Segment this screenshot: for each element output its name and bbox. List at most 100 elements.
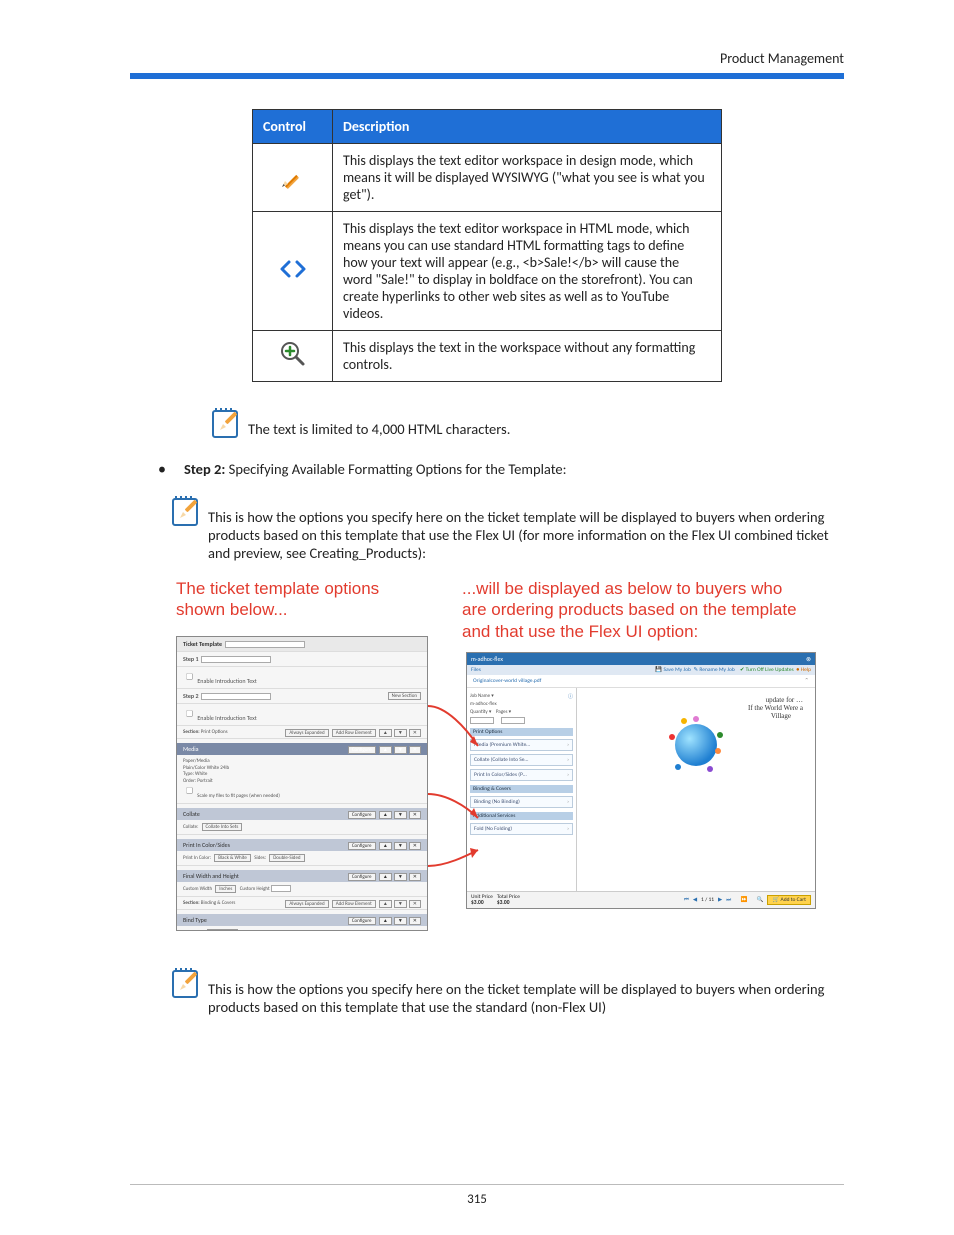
option-fold[interactable]: Fold (No Folding)› <box>470 823 573 835</box>
globe-illustration <box>675 724 717 766</box>
pages-label: Pages <box>496 709 508 715</box>
description-cell: This displays the text editor workspace … <box>333 212 722 331</box>
info-icon[interactable]: ⓘ <box>568 693 573 700</box>
configure-button[interactable]: Configure <box>348 873 376 881</box>
note-nonflex-ui: This is how the options you specify here… <box>170 966 834 1016</box>
field-label: Collate <box>183 824 197 830</box>
fast-fwd-icon[interactable]: ⏩ <box>740 897 747 903</box>
zoom-plus-icon <box>279 340 307 368</box>
up-icon[interactable]: ▲ <box>379 746 392 754</box>
page-number: 315 <box>0 1192 954 1207</box>
job-name-label: Job Name <box>470 693 490 699</box>
option-media[interactable]: Media (Premium White…› <box>470 739 573 751</box>
up-icon[interactable]: ▲ <box>379 729 392 737</box>
additional-services-header: Additional Services <box>470 812 573 820</box>
field-value: Order: Portrait <box>183 778 213 784</box>
down-icon[interactable]: ▼ <box>394 746 407 754</box>
field-label: Custom Width <box>183 886 212 892</box>
header-section-label: Product Management <box>130 50 844 67</box>
description-cell: This displays the text in the workspace … <box>333 331 722 382</box>
tt-step1-input[interactable] <box>201 656 271 663</box>
note-char-limit: The text is limited to 4,000 HTML charac… <box>210 406 844 444</box>
table-row: This displays the text editor workspace … <box>253 212 722 331</box>
tt-name-input[interactable] <box>225 641 305 648</box>
field-value: Type: White <box>183 771 207 777</box>
col-header-control: Control <box>253 110 333 144</box>
rename-my-job-link[interactable]: ✎ Rename My Job <box>693 667 734 673</box>
quantity-input[interactable] <box>470 717 494 724</box>
enable-intro-label-2: Enable Introduction Text <box>197 714 256 722</box>
next-page-icon[interactable]: ▶ <box>718 897 722 903</box>
notepad-pencil-icon <box>170 966 204 1004</box>
screenshot-area: The ticket template options shown below.… <box>176 578 816 948</box>
last-page-icon[interactable]: ⏭ <box>726 897 731 904</box>
field-label: Custom Height <box>240 886 270 892</box>
section-color-sides: Print In Color/SidesConfigure ▲▼✕ <box>177 839 427 851</box>
live-updates-toggle[interactable]: ✔ Turn Off Live Updates <box>740 667 794 673</box>
preview-text-2: If the World Were a <box>589 704 803 712</box>
scale-files-checkbox[interactable] <box>186 787 193 794</box>
add-row-button[interactable]: Add Row Element <box>332 729 376 737</box>
sides-select[interactable]: Double-Sided <box>269 854 304 862</box>
first-page-icon[interactable]: ⏮ <box>684 897 689 904</box>
visibility-select[interactable]: Always Expanded <box>285 729 328 737</box>
bullet-dot: • <box>158 460 166 480</box>
tt-step2-input[interactable] <box>201 693 271 700</box>
down-icon[interactable]: ▼ <box>394 729 407 737</box>
flex-left-column: Job Name ▾ ⓘ m-adhoc-flex Quantity ▾ Pag… <box>467 688 577 901</box>
screenshot-caption-left: The ticket template options shown below.… <box>176 578 426 621</box>
add-to-cart-button[interactable]: 🛒 Add to Cart <box>767 895 811 905</box>
tt-step2: Step 2 <box>183 692 198 700</box>
color-select[interactable]: Black & White <box>214 854 251 862</box>
visibility-select[interactable]: Always Expanded <box>285 900 328 908</box>
add-row-button[interactable]: Add Row Element <box>332 900 376 908</box>
close-icon[interactable]: ✕ <box>409 746 421 754</box>
flex-preview-pane: update for … If the World Were a Village <box>577 688 815 901</box>
files-tab[interactable]: Files <box>471 667 481 673</box>
configure-button[interactable]: Configure <box>348 917 376 925</box>
preview-text-1: update for … <box>581 696 803 704</box>
flex-ui-preview-panel: m-adhoc-flex⊗ Files 💾 Save My Job ✎ Rena… <box>466 652 816 909</box>
pages-input[interactable] <box>501 717 525 724</box>
configure-button[interactable]: Configure <box>348 842 376 850</box>
total-price-value: $3.00 <box>497 900 510 906</box>
collate-select[interactable]: Collate Into Sets <box>202 823 243 831</box>
help-link[interactable]: ● Help <box>796 667 811 673</box>
note-text: This is how the options you specify here… <box>208 494 834 562</box>
header-accent-bar <box>130 73 844 79</box>
filename-row: Originalcover-world village.pdf⌃ <box>467 675 815 688</box>
enable-intro-checkbox[interactable] <box>186 673 193 680</box>
prev-page-icon[interactable]: ◀ <box>693 897 697 903</box>
pencil-icon <box>279 162 307 190</box>
collapse-icon[interactable]: ⌃ <box>804 678 809 684</box>
flex-footer: Unit Price$3.00 Total Price$3.00 ⏮ ◀ 1 /… <box>467 891 815 908</box>
notepad-pencil-icon <box>170 494 204 532</box>
description-cell: This displays the text editor workspace … <box>333 144 722 212</box>
print-options-header: Print Options <box>470 728 573 736</box>
height-input[interactable] <box>271 885 291 892</box>
new-section-button[interactable]: New Section <box>388 692 421 700</box>
width-unit-select[interactable]: Inches <box>215 885 236 893</box>
option-color-sides[interactable]: Print In Color/Sides (P…› <box>470 769 573 781</box>
scale-label: Scale my files to fit pages (when needed… <box>197 793 280 799</box>
notepad-pencil-icon <box>210 406 244 444</box>
configure-button[interactable]: Configure <box>348 811 376 819</box>
configure-button[interactable]: Configure <box>348 746 376 754</box>
ticket-template-panel: Ticket Template Step 1 Enable Introducti… <box>176 636 428 931</box>
bind-type-select[interactable]: No Binding <box>207 929 237 931</box>
enable-intro-checkbox-2[interactable] <box>186 710 193 717</box>
option-collate[interactable]: Collate (Collate Into Se…› <box>470 754 573 766</box>
note-text: This is how the options you specify here… <box>208 966 834 1016</box>
save-my-job-link[interactable]: 💾 Save My Job <box>655 667 691 673</box>
zoom-in-icon[interactable]: 🔍 <box>757 897 764 903</box>
close-icon[interactable]: ⊗ <box>806 655 811 663</box>
tt-title: Ticket Template <box>183 640 222 648</box>
page-indicator: 1 / 11 <box>701 897 714 903</box>
flex-toolbar: Files 💾 Save My Job ✎ Rename My Job ✔ Tu… <box>467 665 815 675</box>
code-icon <box>278 259 308 279</box>
option-binding[interactable]: Binding (No Binding)› <box>470 796 573 808</box>
field-label: Print In Color <box>183 855 210 861</box>
section-collate: CollateConfigure ▲▼✕ <box>177 808 427 820</box>
close-icon[interactable]: ✕ <box>409 729 421 737</box>
field-value: Plain/Color White 24lb <box>183 765 229 771</box>
